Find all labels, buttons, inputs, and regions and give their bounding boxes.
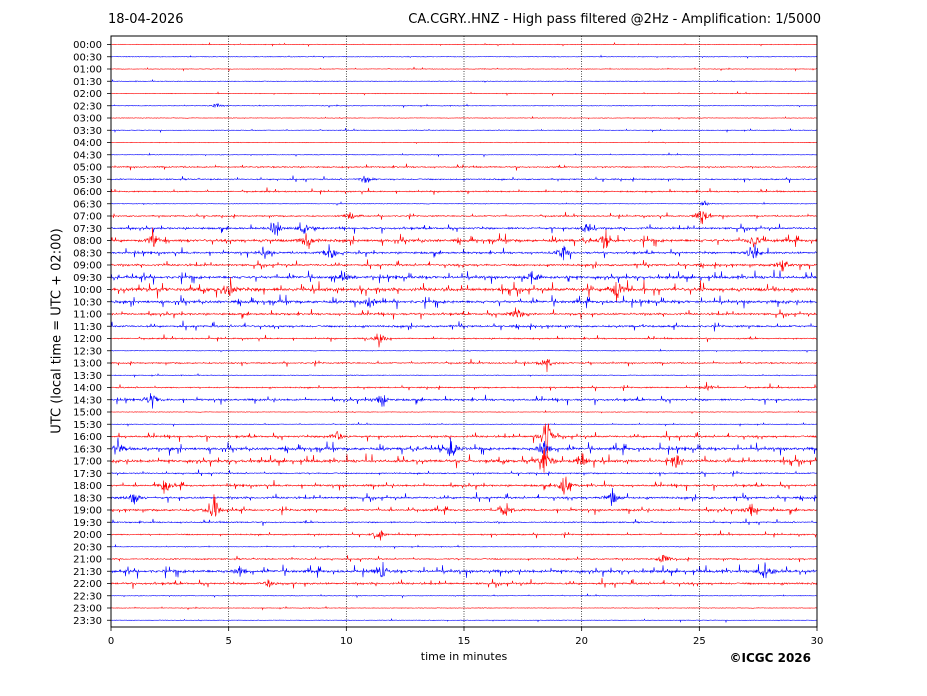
- y-tick-label: 00:00: [73, 40, 102, 51]
- x-tick-label: 0: [108, 636, 114, 647]
- trace-0400: [110, 141, 818, 145]
- y-tick-label: 06:00: [73, 187, 102, 198]
- y-tick-label: 09:00: [73, 261, 102, 272]
- x-tick-label: 5: [225, 636, 231, 647]
- y-tick-label: 04:00: [73, 138, 102, 149]
- trace-1900: [110, 494, 818, 518]
- y-tick-label: 14:30: [73, 395, 102, 406]
- copyright-notice: ©ICGC 2026: [729, 651, 811, 665]
- y-tick-label: 11:30: [73, 322, 102, 333]
- y-tick-label: 02:00: [73, 89, 102, 100]
- y-tick-label: 03:00: [73, 114, 102, 125]
- y-tick-label: 02:30: [73, 101, 102, 112]
- y-tick-label: 05:00: [73, 163, 102, 174]
- y-tick-label: 18:00: [73, 481, 102, 492]
- x-tick-label: 10: [340, 636, 353, 647]
- trace-1800: [110, 476, 818, 495]
- grid-layer: [228, 36, 700, 627]
- chart-title: CA.CGRY..HNZ - High pass filtered @2Hz -…: [408, 12, 821, 27]
- trace-2200: [110, 577, 818, 589]
- y-tick-label: 03:30: [73, 126, 102, 137]
- y-tick-label: 15:30: [73, 420, 102, 431]
- y-tick-label: 17:30: [73, 469, 102, 480]
- trace-1230: [110, 348, 818, 353]
- y-tick-label: 01:00: [73, 65, 102, 76]
- trace-0500: [110, 163, 818, 171]
- y-tick-label: 11:00: [73, 310, 102, 321]
- y-tick-label: 12:30: [73, 346, 102, 357]
- y-tick-label: 23:00: [73, 604, 102, 615]
- trace-2230: [110, 593, 818, 599]
- y-tick-label: 07:30: [73, 224, 102, 235]
- trace-1400: [110, 381, 818, 392]
- trace-0700: [110, 211, 818, 225]
- x-tick-label: 30: [811, 636, 824, 647]
- y-tick-label: 19:30: [73, 518, 102, 529]
- y-tick-label: 20:00: [73, 530, 102, 541]
- y-tick-label: 22:00: [73, 579, 102, 590]
- y-tick-label: 21:30: [73, 567, 102, 578]
- trace-1830: [110, 487, 818, 506]
- y-tick-label: 07:00: [73, 212, 102, 223]
- trace-1200: [110, 333, 818, 348]
- trace-1930: [110, 518, 818, 526]
- y-tick-label: 04:30: [73, 150, 102, 161]
- trace-2300: [110, 605, 818, 611]
- trace-0800: [110, 227, 818, 249]
- trace-layer: [110, 41, 818, 624]
- y-tick-label: 06:30: [73, 199, 102, 210]
- trace-0200: [110, 91, 818, 97]
- y-tick-label: 12:00: [73, 334, 102, 345]
- y-tick-label: 01:30: [73, 77, 102, 88]
- trace-1730: [110, 469, 818, 477]
- y-tick-label: 08:30: [73, 248, 102, 259]
- y-tick-label: 20:30: [73, 542, 102, 553]
- trace-1300: [110, 358, 818, 373]
- plot-frame: [110, 35, 818, 628]
- x-axis-label: time in minutes: [420, 650, 508, 663]
- trace-0430: [110, 152, 818, 158]
- trace-0230: [110, 103, 818, 109]
- x-tick-label: 15: [458, 636, 471, 647]
- trace-0830: [110, 244, 818, 261]
- y-tick-label: 10:00: [73, 285, 102, 296]
- y-tick-label: 19:00: [73, 506, 102, 517]
- y-tick-label: 05:30: [73, 175, 102, 186]
- y-tick-label: 13:00: [73, 359, 102, 370]
- trace-1330: [110, 372, 818, 378]
- y-tick-label: 13:30: [73, 371, 102, 382]
- y-tick-label: 17:00: [73, 457, 102, 468]
- y-tick-label: 22:30: [73, 591, 102, 602]
- x-tick-label: 25: [693, 636, 706, 647]
- y-tick-label: 16:30: [73, 444, 102, 455]
- y-tick-label: 18:30: [73, 493, 102, 504]
- chart-date: 18-04-2026: [108, 12, 184, 27]
- trace-0300: [110, 115, 818, 121]
- trace-2330: [110, 617, 817, 624]
- y-tick-label: 10:30: [73, 297, 102, 308]
- trace-0330: [110, 127, 818, 134]
- y-tick-label: 21:00: [73, 555, 102, 566]
- y-tick-label: 15:00: [73, 408, 102, 419]
- y-tick-label: 00:30: [73, 52, 102, 63]
- trace-0900: [110, 259, 818, 272]
- y-tick-label: 08:00: [73, 236, 102, 247]
- y-tick-label: 09:30: [73, 273, 102, 284]
- y-tick-label: 14:00: [73, 383, 102, 394]
- x-tick-label: 20: [575, 636, 588, 647]
- y-tick-label: 16:00: [73, 432, 102, 443]
- y-tick-label: 23:30: [73, 616, 102, 627]
